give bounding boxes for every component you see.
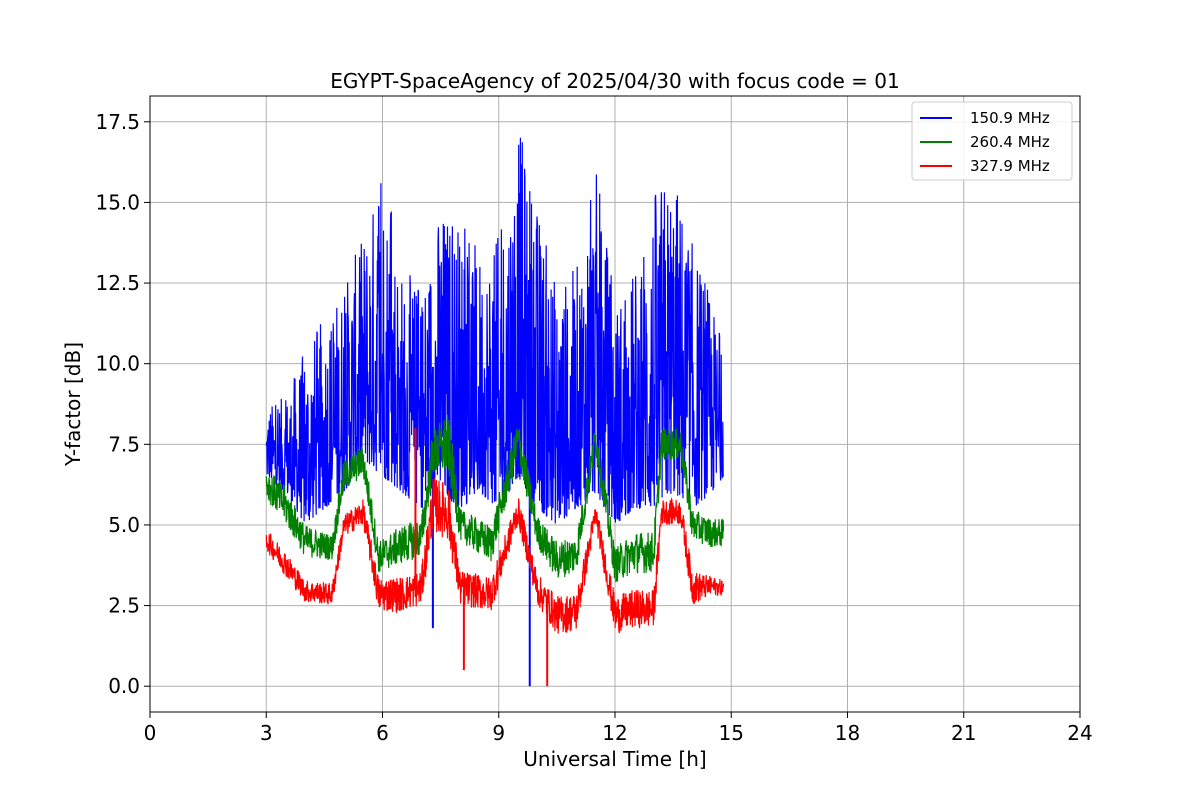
x-tick-label: 18 xyxy=(835,721,860,745)
y-tick-label: 17.5 xyxy=(95,110,140,134)
x-tick-label: 3 xyxy=(260,721,273,745)
y-tick-label: 10.0 xyxy=(95,352,140,376)
x-tick-label: 6 xyxy=(376,721,389,745)
x-axis-ticks: 0 3 6 9 12 15 18 21 24 xyxy=(144,712,1093,745)
x-axis-label: Universal Time [h] xyxy=(523,747,706,771)
x-tick-label: 21 xyxy=(951,721,976,745)
y-tick-label: 5.0 xyxy=(108,513,140,537)
y-tick-label: 15.0 xyxy=(95,190,140,214)
plot-area xyxy=(265,137,725,687)
legend-box xyxy=(911,101,1073,181)
y-tick-label: 0.0 xyxy=(108,674,140,698)
x-tick-label: 15 xyxy=(719,721,744,745)
series-line-150-9-mhz xyxy=(265,137,724,524)
legend-label: 260.4 MHz xyxy=(970,133,1050,151)
y-tick-label: 2.5 xyxy=(108,594,140,618)
x-tick-label: 24 xyxy=(1067,721,1092,745)
x-tick-label: 0 xyxy=(144,721,157,745)
y-tick-label: 12.5 xyxy=(95,271,140,295)
series-line-327-9-mhz xyxy=(265,477,725,634)
chart-title: EGYPT-SpaceAgency of 2025/04/30 with foc… xyxy=(330,69,899,93)
series-line-260-4-mhz xyxy=(265,414,725,583)
y-axis-label: Y-factor [dB] xyxy=(61,342,85,467)
legend-label: 150.9 MHz xyxy=(970,109,1050,127)
x-tick-label: 9 xyxy=(492,721,505,745)
legend: 150.9 MHz 260.4 MHz 327.9 MHz xyxy=(911,101,1073,181)
x-tick-label: 12 xyxy=(602,721,627,745)
y-tick-label: 7.5 xyxy=(108,432,140,456)
y-axis-ticks: 0.0 2.5 5.0 7.5 10.0 12.5 15.0 17.5 xyxy=(95,110,150,698)
legend-label: 327.9 MHz xyxy=(970,157,1050,175)
